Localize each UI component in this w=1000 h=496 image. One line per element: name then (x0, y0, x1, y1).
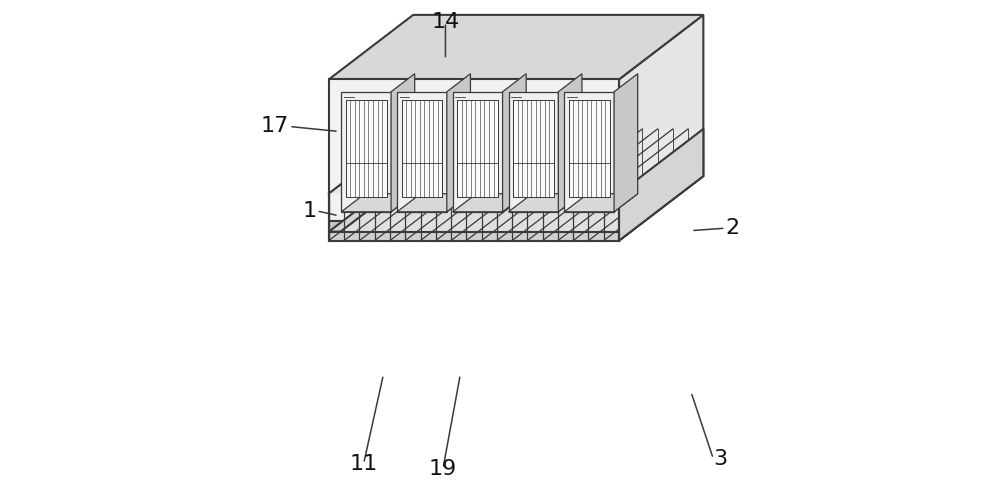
Polygon shape (512, 129, 612, 193)
Polygon shape (451, 129, 551, 193)
Polygon shape (619, 156, 703, 232)
Polygon shape (558, 129, 658, 193)
Polygon shape (527, 129, 627, 193)
Text: 11: 11 (349, 454, 378, 474)
Polygon shape (509, 194, 582, 212)
Polygon shape (375, 129, 474, 193)
Polygon shape (329, 15, 703, 79)
Polygon shape (344, 129, 444, 193)
Polygon shape (569, 100, 610, 197)
Polygon shape (466, 129, 566, 193)
Polygon shape (497, 129, 596, 193)
Polygon shape (619, 15, 703, 221)
Polygon shape (341, 92, 391, 212)
Polygon shape (558, 74, 582, 212)
Polygon shape (564, 92, 614, 212)
Polygon shape (397, 92, 447, 212)
Polygon shape (453, 194, 526, 212)
Polygon shape (543, 129, 642, 193)
Text: 1: 1 (302, 201, 316, 221)
Polygon shape (405, 129, 505, 193)
Polygon shape (436, 129, 535, 193)
Polygon shape (482, 129, 581, 193)
Polygon shape (588, 129, 688, 193)
Polygon shape (402, 100, 442, 197)
Text: 14: 14 (431, 12, 460, 32)
Polygon shape (346, 100, 387, 197)
Polygon shape (619, 167, 703, 241)
Polygon shape (564, 194, 638, 212)
Polygon shape (447, 74, 470, 212)
Polygon shape (390, 129, 490, 193)
Polygon shape (457, 100, 498, 197)
Polygon shape (453, 92, 503, 212)
Polygon shape (359, 129, 459, 193)
Polygon shape (329, 79, 619, 221)
Polygon shape (329, 167, 703, 232)
Polygon shape (421, 129, 520, 193)
Polygon shape (619, 129, 703, 241)
Polygon shape (341, 194, 415, 212)
Polygon shape (614, 74, 638, 212)
Polygon shape (503, 74, 526, 212)
Polygon shape (513, 100, 554, 197)
Polygon shape (329, 221, 619, 232)
Text: 17: 17 (261, 117, 289, 136)
Text: 3: 3 (713, 449, 727, 469)
Polygon shape (397, 194, 470, 212)
Polygon shape (329, 232, 619, 241)
Polygon shape (509, 92, 558, 212)
Text: 2: 2 (726, 218, 740, 238)
Polygon shape (329, 176, 703, 241)
Polygon shape (604, 129, 703, 193)
Polygon shape (391, 74, 415, 212)
Text: 19: 19 (429, 459, 457, 479)
Polygon shape (329, 129, 428, 193)
Polygon shape (573, 129, 673, 193)
